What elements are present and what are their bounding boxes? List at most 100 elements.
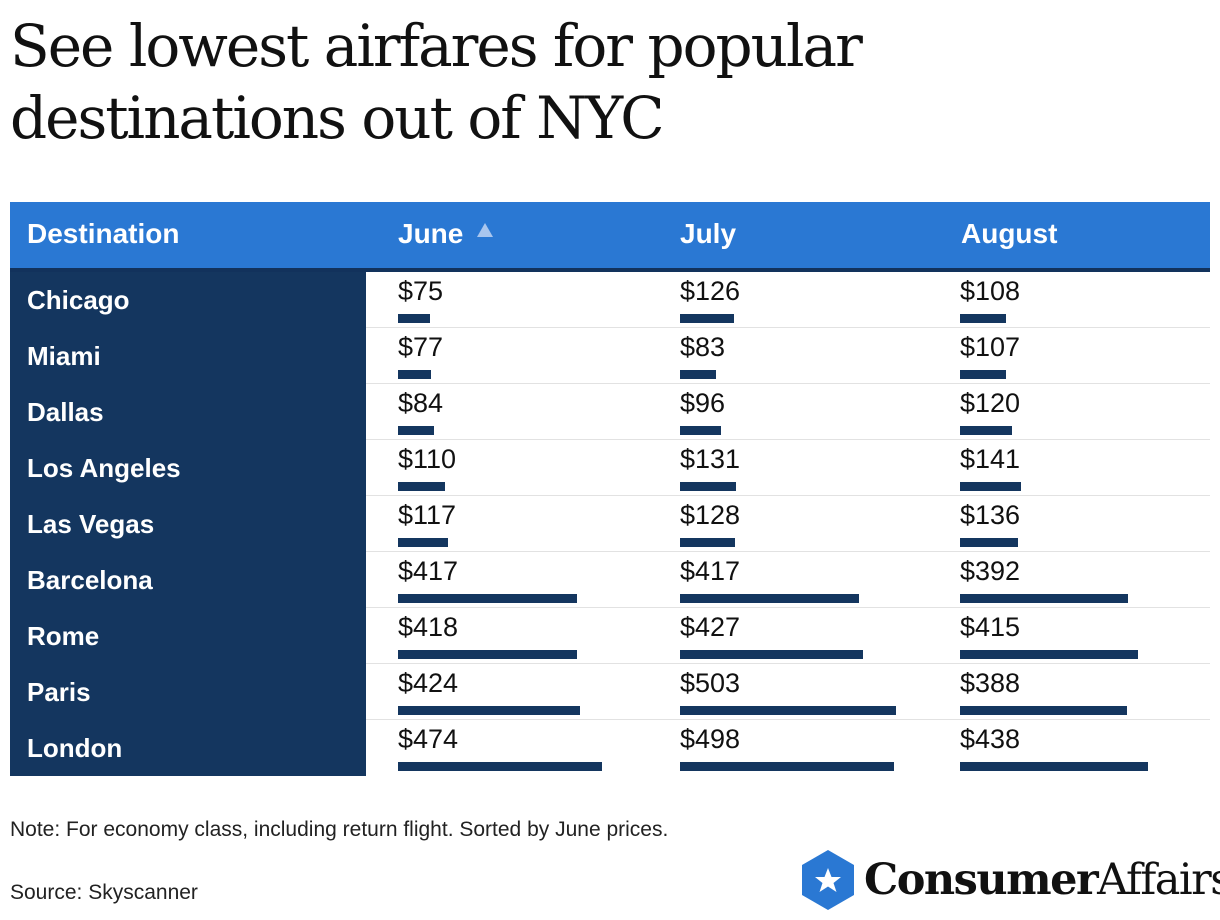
august-price-label: $392 bbox=[960, 556, 1021, 586]
july-cell: $131 bbox=[680, 440, 950, 496]
table-row: Rome $418 $427 $415 bbox=[10, 608, 1210, 664]
row-divider bbox=[366, 383, 1210, 384]
june-cell: $117 bbox=[398, 496, 668, 552]
august-price-label: $415 bbox=[960, 612, 1021, 642]
logo-brand-bold: Consumer bbox=[864, 855, 1099, 905]
june-cell: $110 bbox=[398, 440, 668, 496]
july-price-label: $498 bbox=[680, 724, 741, 754]
destination-name: Los Angeles bbox=[10, 440, 366, 496]
august-price-label: $108 bbox=[960, 276, 1021, 306]
june-price-bar bbox=[398, 706, 580, 715]
august-price-bar bbox=[960, 706, 1127, 715]
destination-name: Chicago bbox=[10, 272, 366, 328]
july-cell: $498 bbox=[680, 720, 950, 776]
august-price-bar bbox=[960, 594, 1128, 603]
destination-name: Miami bbox=[10, 328, 366, 384]
row-divider bbox=[366, 551, 1210, 552]
august-price-label: $438 bbox=[960, 724, 1021, 754]
destination-name: London bbox=[10, 720, 366, 776]
june-price-bar bbox=[398, 650, 577, 659]
sort-ascending-icon[interactable] bbox=[477, 223, 494, 237]
logo-brand-light: Affairs bbox=[1097, 855, 1220, 905]
june-price-label: $117 bbox=[398, 500, 457, 530]
table-row: Chicago $75 $126 $108 bbox=[10, 272, 1210, 328]
june-price-bar bbox=[398, 762, 602, 771]
july-price-label: $503 bbox=[680, 668, 741, 698]
header-destination[interactable]: Destination bbox=[27, 202, 179, 268]
august-cell: $108 bbox=[960, 272, 1220, 328]
destination-name: Dallas bbox=[10, 384, 366, 440]
august-cell: $136 bbox=[960, 496, 1220, 552]
table-body: Chicago $75 $126 $108 Miami $77 $83 $107 Dallas $… bbox=[10, 272, 1210, 776]
july-price-label: $427 bbox=[680, 612, 741, 642]
july-price-label: $131 bbox=[680, 444, 741, 474]
july-price-bar bbox=[680, 482, 736, 491]
header-june[interactable]: June bbox=[398, 202, 494, 268]
august-price-label: $120 bbox=[960, 388, 1021, 418]
destination-name: Barcelona bbox=[10, 552, 366, 608]
june-cell: $417 bbox=[398, 552, 668, 608]
july-cell: $427 bbox=[680, 608, 950, 664]
august-price-label: $141 bbox=[960, 444, 1021, 474]
table-row: Paris $424 $503 $388 bbox=[10, 664, 1210, 720]
destination-name: Rome bbox=[10, 608, 366, 664]
destination-name: Paris bbox=[10, 664, 366, 720]
june-price-label: $75 bbox=[398, 276, 444, 306]
july-price-bar bbox=[680, 762, 894, 771]
july-price-label: $128 bbox=[680, 500, 741, 530]
june-price-label: $424 bbox=[398, 668, 459, 698]
table-row: Miami $77 $83 $107 bbox=[10, 328, 1210, 384]
august-price-label: $136 bbox=[960, 500, 1021, 530]
august-price-label: $388 bbox=[960, 668, 1021, 698]
row-divider bbox=[366, 327, 1210, 328]
august-price-bar bbox=[960, 370, 1006, 379]
july-cell: $96 bbox=[680, 384, 950, 440]
header-august[interactable]: August bbox=[961, 202, 1057, 268]
august-cell: $141 bbox=[960, 440, 1220, 496]
destination-name: Las Vegas bbox=[10, 496, 366, 552]
airfare-table: Destination June July August Chicago $75 $… bbox=[10, 202, 1210, 776]
august-cell: $415 bbox=[960, 608, 1220, 664]
july-price-bar bbox=[680, 594, 859, 603]
july-price-label: $417 bbox=[680, 556, 741, 586]
june-price-label: $417 bbox=[398, 556, 459, 586]
header-june-label: June bbox=[398, 218, 464, 249]
july-cell: $83 bbox=[680, 328, 950, 384]
june-price-bar bbox=[398, 426, 434, 435]
july-price-bar bbox=[680, 370, 716, 379]
june-cell: $418 bbox=[398, 608, 668, 664]
table-row: Dallas $84 $96 $120 bbox=[10, 384, 1210, 440]
june-cell: $424 bbox=[398, 664, 668, 720]
july-price-bar bbox=[680, 314, 734, 323]
august-price-bar bbox=[960, 650, 1138, 659]
june-price-bar bbox=[398, 538, 448, 547]
june-price-bar bbox=[398, 482, 445, 491]
june-price-label: $418 bbox=[398, 612, 459, 642]
august-cell: $107 bbox=[960, 328, 1220, 384]
august-cell: $120 bbox=[960, 384, 1220, 440]
note-text: Note: For economy class, including retur… bbox=[10, 818, 669, 841]
table-row: London $474 $498 $438 bbox=[10, 720, 1210, 776]
header-july[interactable]: July bbox=[680, 202, 736, 268]
table-row: Los Angeles $110 $131 $141 bbox=[10, 440, 1210, 496]
june-price-bar bbox=[398, 314, 430, 323]
june-price-bar bbox=[398, 594, 577, 603]
header-august-label: August bbox=[961, 218, 1058, 249]
source-text: Source: Skyscanner bbox=[10, 881, 198, 904]
table-row: Barcelona $417 $417 $392 bbox=[10, 552, 1210, 608]
august-cell: $392 bbox=[960, 552, 1220, 608]
july-price-label: $126 bbox=[680, 276, 741, 306]
page-title: See lowest airfares for popular destinat… bbox=[10, 12, 863, 152]
row-divider bbox=[366, 607, 1210, 608]
july-price-bar bbox=[680, 650, 863, 659]
august-cell: $438 bbox=[960, 720, 1220, 776]
consumer-affairs-logo: ConsumerAffairs bbox=[800, 848, 1220, 912]
july-price-bar bbox=[680, 538, 735, 547]
header-destination-label: Destination bbox=[27, 218, 180, 249]
june-cell: $84 bbox=[398, 384, 668, 440]
june-price-label: $77 bbox=[398, 332, 444, 362]
table-header: Destination June July August bbox=[10, 202, 1210, 272]
august-price-bar bbox=[960, 482, 1021, 491]
row-divider bbox=[366, 663, 1210, 664]
row-divider bbox=[366, 495, 1210, 496]
